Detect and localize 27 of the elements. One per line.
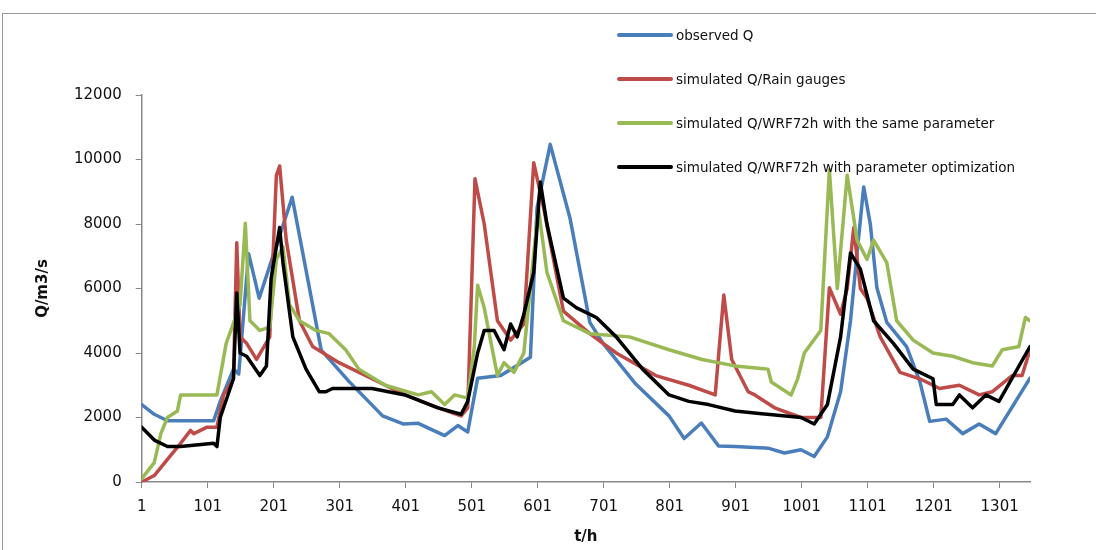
x-tick-label: 201 (259, 496, 289, 515)
x-tick-label: 401 (391, 496, 421, 515)
y-tick-label: 10000 (74, 149, 122, 168)
y-tick-label: 2000 (83, 407, 122, 426)
x-tick-label: 101 (193, 496, 223, 515)
y-axis-title: Q/m3/s (32, 259, 51, 318)
y-tick-label: 12000 (74, 84, 122, 103)
x-tick-label: 501 (457, 496, 487, 515)
x-tick-label: 801 (655, 496, 684, 515)
y-tick-label: 8000 (83, 213, 122, 232)
x-tick-label: 1001 (782, 496, 821, 515)
x-tick-label: 1201 (914, 496, 953, 515)
x-tick-label: 701 (589, 496, 618, 515)
x-tick-label: 901 (721, 496, 750, 515)
legend-label: simulated Q/WRF72h with the same parameter (676, 114, 995, 133)
legend-label: observed Q (676, 26, 754, 45)
x-axis-title: t/h (574, 526, 598, 545)
y-tick-label: 4000 (83, 342, 122, 361)
legend-label: simulated Q/WRF72h with parameter optimization (676, 158, 1016, 177)
y-tick-label: 6000 (83, 278, 122, 297)
x-tick-label: 1101 (848, 496, 887, 515)
x-tick-label: 601 (523, 496, 552, 515)
x-tick-label: 1 (136, 496, 147, 515)
x-tick-label: 301 (325, 496, 355, 515)
legend-label: simulated Q/Rain gauges (676, 70, 846, 89)
x-tick-label: 1301 (980, 496, 1019, 515)
y-tick-label: 0 (112, 471, 122, 490)
